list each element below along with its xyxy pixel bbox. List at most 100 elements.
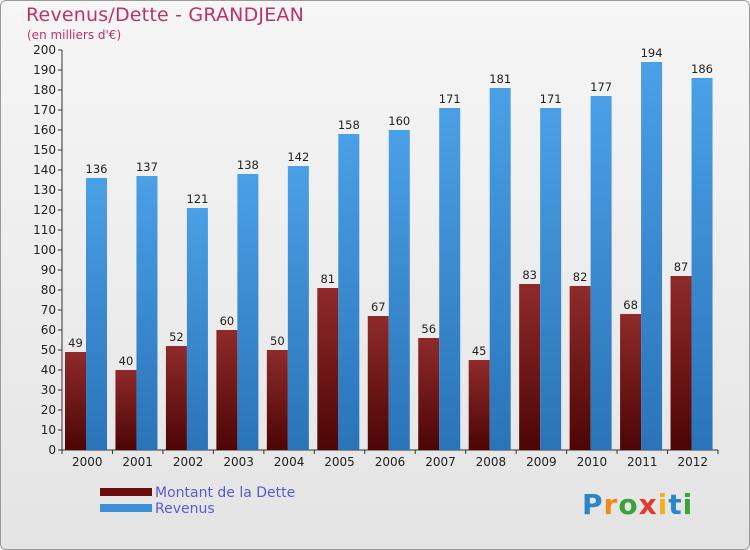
x-tick-label: 2011 xyxy=(627,455,658,469)
data-label-dette: 52 xyxy=(169,330,184,344)
y-tick-label: 30 xyxy=(41,383,56,397)
data-label-revenus: 136 xyxy=(86,162,108,176)
data-label-revenus: 186 xyxy=(691,62,713,76)
y-tick-label: 80 xyxy=(41,283,56,297)
chart-title: Revenus/Dette - GRANDJEAN xyxy=(26,4,305,26)
data-label-dette: 83 xyxy=(522,268,537,282)
logo-letter: r xyxy=(603,488,619,521)
y-tick-label: 90 xyxy=(41,263,56,277)
data-label-dette: 87 xyxy=(674,260,689,274)
x-tick-label: 2004 xyxy=(274,455,305,469)
data-label-revenus: 158 xyxy=(338,118,360,132)
bar-revenus xyxy=(641,62,663,450)
x-tick-label: 2006 xyxy=(375,455,406,469)
data-label-revenus: 181 xyxy=(489,72,511,86)
x-tick-label: 2012 xyxy=(677,455,708,469)
y-tick-label: 150 xyxy=(33,143,56,157)
y-tick-label: 20 xyxy=(41,403,56,417)
bar-dette xyxy=(317,288,339,450)
logo-letter: o xyxy=(618,488,639,521)
legend-label-dette: Montant de la Dette xyxy=(155,485,296,501)
bar-revenus xyxy=(590,96,612,450)
y-tick-label: 130 xyxy=(33,183,56,197)
data-label-dette: 60 xyxy=(220,314,235,328)
proxiti-logo: Proxiti xyxy=(582,488,693,521)
y-tick-label: 140 xyxy=(33,163,56,177)
y-tick-label: 170 xyxy=(33,103,56,117)
bar-revenus xyxy=(388,130,410,450)
y-tick-label: 70 xyxy=(41,303,56,317)
logo-letter: P xyxy=(582,488,604,521)
legend-swatch-dette xyxy=(100,488,152,496)
y-tick-label: 160 xyxy=(33,123,56,137)
x-tick-label: 2001 xyxy=(122,455,153,469)
data-label-dette: 82 xyxy=(573,270,588,284)
bar-dette xyxy=(367,316,389,450)
bar-revenus xyxy=(691,78,713,450)
y-tick-label: 200 xyxy=(33,43,56,57)
data-label-revenus: 137 xyxy=(136,160,158,174)
data-label-revenus: 142 xyxy=(287,150,309,164)
bar-dette xyxy=(216,330,238,450)
data-label-dette: 81 xyxy=(320,272,335,286)
bar-dette xyxy=(65,352,86,450)
x-tick-label: 2005 xyxy=(324,455,355,469)
x-tick-label: 2003 xyxy=(223,455,254,469)
bar-revenus xyxy=(186,208,208,450)
y-tick-label: 190 xyxy=(33,63,56,77)
bar-revenus xyxy=(86,178,107,450)
y-tick-label: 110 xyxy=(33,223,56,237)
bar-revenus xyxy=(489,88,511,450)
data-label-dette: 68 xyxy=(623,298,638,312)
bar-revenus xyxy=(237,174,259,450)
chart-subtitle: (en milliers d'€) xyxy=(27,28,122,42)
logo-letter: i xyxy=(682,488,694,521)
data-label-dette: 45 xyxy=(472,344,487,358)
y-tick-label: 120 xyxy=(33,203,56,217)
bar-dette xyxy=(620,314,642,450)
bar-dette xyxy=(266,350,288,450)
bar-dette xyxy=(115,370,137,450)
bar-dette xyxy=(165,346,187,450)
data-label-revenus: 171 xyxy=(439,92,461,106)
bar-dette xyxy=(569,286,591,450)
bar-revenus xyxy=(338,134,360,450)
bar-dette xyxy=(670,276,692,450)
y-tick-label: 60 xyxy=(41,323,56,337)
data-label-revenus: 194 xyxy=(641,46,663,60)
data-label-revenus: 138 xyxy=(237,158,259,172)
data-label-dette: 56 xyxy=(421,322,436,336)
x-tick-label: 2007 xyxy=(425,455,456,469)
x-tick-label: 2000 xyxy=(72,455,103,469)
y-tick-label: 40 xyxy=(41,363,56,377)
data-label-revenus: 177 xyxy=(590,80,612,94)
data-label-dette: 49 xyxy=(68,336,83,350)
logo-letter: x xyxy=(638,488,658,521)
data-label-dette: 67 xyxy=(371,300,386,314)
x-tick-label: 2010 xyxy=(577,455,608,469)
bar-revenus xyxy=(287,166,309,450)
y-tick-label: 100 xyxy=(33,243,56,257)
y-tick-label: 50 xyxy=(41,343,56,357)
bar-dette xyxy=(468,360,490,450)
data-label-dette: 50 xyxy=(270,334,285,348)
bar-dette xyxy=(519,284,541,450)
logo-letter: i xyxy=(657,488,669,521)
legend-swatch-revenus xyxy=(100,504,152,512)
data-label-dette: 40 xyxy=(119,354,134,368)
bar-revenus xyxy=(540,108,562,450)
bar-dette xyxy=(418,338,440,450)
legend-label-revenus: Revenus xyxy=(155,501,215,517)
data-label-revenus: 171 xyxy=(540,92,562,106)
bar-revenus xyxy=(439,108,461,450)
data-label-revenus: 160 xyxy=(388,114,410,128)
y-tick-label: 10 xyxy=(41,423,56,437)
y-tick-label: 180 xyxy=(33,83,56,97)
x-tick-label: 2002 xyxy=(173,455,204,469)
bar-revenus xyxy=(136,176,158,450)
x-tick-label: 2008 xyxy=(476,455,507,469)
x-tick-label: 2009 xyxy=(526,455,557,469)
y-tick-label: 0 xyxy=(48,443,56,457)
